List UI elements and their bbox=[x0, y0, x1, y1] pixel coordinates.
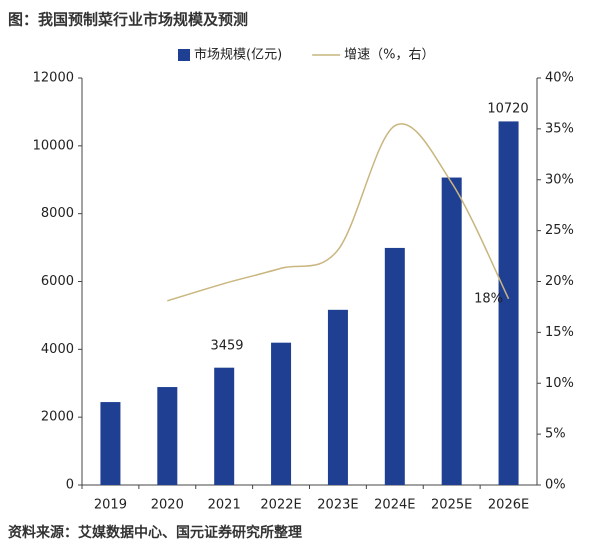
y2-tick-label: 15% bbox=[545, 325, 574, 340]
bar bbox=[384, 247, 405, 485]
x-tick-label: 2021 bbox=[208, 498, 241, 513]
x-tick-label: 2022E bbox=[260, 498, 301, 513]
data-label: 18% bbox=[474, 291, 503, 306]
bar bbox=[100, 402, 121, 485]
y2-tick-label: 40% bbox=[545, 71, 574, 86]
bar bbox=[214, 367, 235, 485]
y2-tick-label: 30% bbox=[545, 172, 574, 187]
x-tick-label: 2026E bbox=[488, 498, 529, 513]
legend-label: 增速（%，右） bbox=[344, 48, 434, 63]
data-label: 3459 bbox=[210, 339, 243, 354]
x-tick-label: 2020 bbox=[151, 498, 184, 513]
y-tick-label: 8000 bbox=[41, 206, 74, 221]
y-tick-label: 12000 bbox=[33, 71, 74, 86]
y2-tick-label: 10% bbox=[545, 376, 574, 391]
bar bbox=[157, 387, 178, 485]
y-tick-label: 0 bbox=[66, 478, 74, 493]
source-note: 资料来源：艾媒数据中心、国元证券研究所整理 bbox=[8, 524, 302, 541]
y-tick-label: 4000 bbox=[41, 342, 74, 357]
y2-tick-label: 0% bbox=[545, 478, 566, 493]
x-tick-label: 2019 bbox=[94, 498, 127, 513]
line bbox=[167, 123, 510, 302]
y-tick-label: 6000 bbox=[41, 274, 74, 289]
y2-tick-label: 25% bbox=[545, 223, 574, 238]
chart-title: 图：我国预制菜行业市场规模及预测 bbox=[8, 11, 248, 29]
y2-tick-label: 20% bbox=[545, 274, 574, 289]
bar bbox=[441, 177, 462, 485]
y-tick-label: 10000 bbox=[33, 138, 74, 153]
legend-swatch bbox=[178, 49, 190, 61]
bar bbox=[327, 309, 348, 485]
data-label: 10720 bbox=[487, 102, 528, 117]
y2-tick-label: 5% bbox=[545, 427, 566, 442]
x-tick-label: 2023E bbox=[317, 498, 358, 513]
y-tick-label: 2000 bbox=[41, 410, 74, 425]
bar bbox=[498, 121, 519, 485]
x-tick-label: 2024E bbox=[374, 498, 415, 513]
legend-label: 市场规模(亿元) bbox=[194, 47, 282, 63]
x-tick-label: 2025E bbox=[431, 498, 472, 513]
y2-tick-label: 35% bbox=[545, 121, 574, 136]
bar bbox=[271, 342, 292, 485]
